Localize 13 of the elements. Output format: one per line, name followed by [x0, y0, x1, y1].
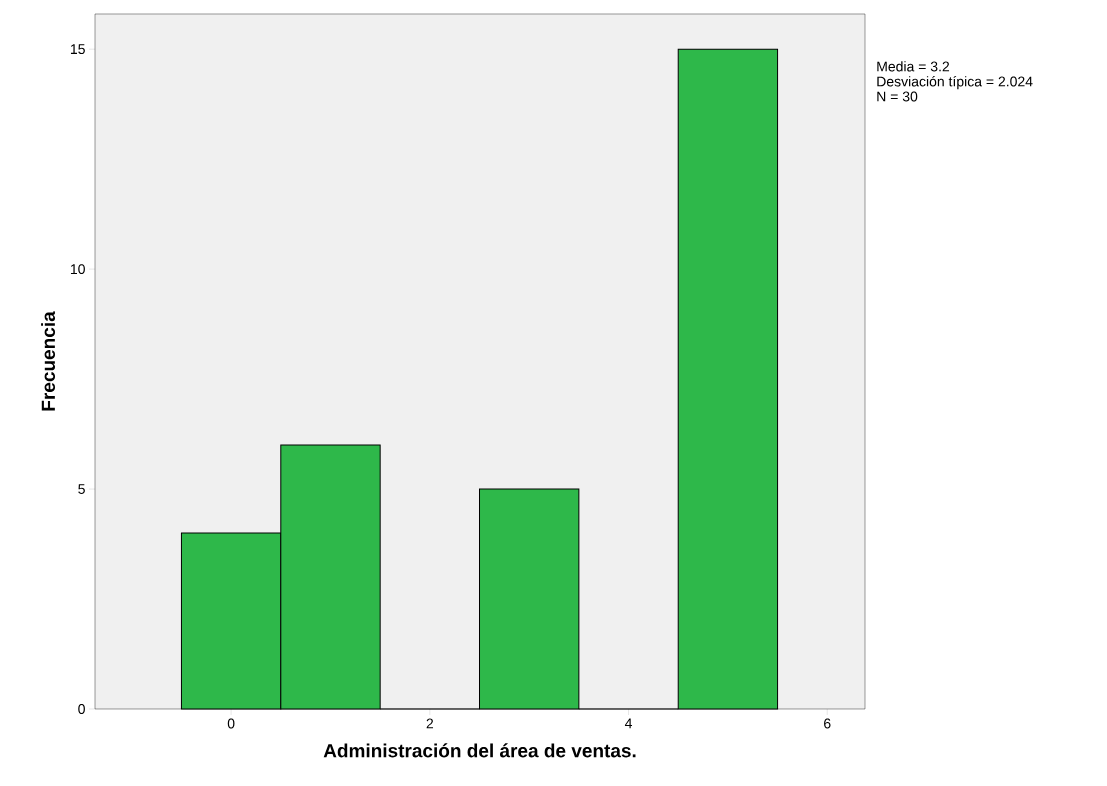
y-tick-label: 0: [78, 704, 85, 714]
text: Media = 3.2: [877, 61, 950, 72]
y-tick-label: 15: [70, 44, 85, 55]
y-tick-label: 10: [70, 264, 85, 275]
x-tick-label: 2: [426, 718, 434, 729]
x-tick-label: 4: [624, 718, 633, 729]
x-tick-label: 6: [824, 718, 831, 729]
y-axis-title: Frecuencia: [41, 311, 56, 411]
y-tick-label: 5: [78, 484, 85, 494]
text: N = 30: [877, 91, 918, 102]
text: Desviación típica = 2.024: [877, 76, 1033, 90]
x-axis-title: Administración del área de ventas.: [323, 743, 636, 758]
x-tick-label: 0: [227, 718, 235, 729]
